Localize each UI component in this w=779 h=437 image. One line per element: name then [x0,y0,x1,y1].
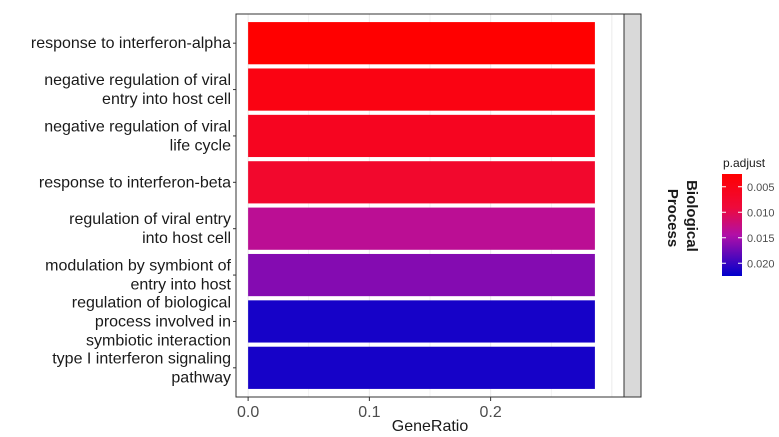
category-label: regulation of viral entry into host cell [69,211,231,247]
bars [248,22,595,389]
category-label: negative regulation of viral entry into h… [44,72,231,108]
category-label-line: regulation of viral entry [69,211,231,228]
y-axis-labels: response to interferon-alpha negative reg… [31,35,236,386]
legend-tick-label: 0.015 [747,233,775,245]
bar [248,68,595,111]
bar [248,114,595,158]
category-label-line: response to interferon-alpha [31,35,231,52]
x-tick-label: 0.1 [358,404,380,421]
legend-tick-label: 0.020 [747,258,775,270]
facet-strip-line-1: Biological [683,180,700,252]
category-label-line: life cycle [170,137,231,154]
category-label-line: entry into host [131,277,232,294]
x-tick-label: 0.0 [237,404,259,421]
category-label-line: symbiotic interaction [86,332,231,349]
category-label-line: type I interferon signaling [52,350,231,367]
bar [248,346,595,389]
bar [248,300,595,343]
legend: p.adjust 0.005 0.010 0.015 0.020 [722,156,775,276]
category-label-line: process involved in [95,313,231,330]
bar [248,161,595,204]
legend-colorbar [722,174,742,276]
bar [248,207,595,250]
category-label-line: negative regulation of viral [44,118,231,135]
category-label-line: into host cell [142,230,231,247]
facet-strip-label: Biological Process [664,180,700,256]
legend-tick-label: 0.005 [747,182,775,194]
category-label: type I interferon signaling pathway [52,350,231,386]
category-label-line: modulation by symbiont of [45,258,231,275]
legend-ticks: 0.005 0.010 0.015 0.020 [722,182,775,270]
bar [248,22,595,65]
facet-strip-line-2: Process [664,189,681,247]
x-axis-title: GeneRatio [392,418,469,435]
facet-strip [623,13,642,398]
category-label-line: regulation of biological [72,294,231,311]
category-label-line: entry into host cell [102,91,231,108]
x-tick-label: 0.2 [480,404,502,421]
bar [248,253,595,297]
category-label: response to interferon-beta [39,174,231,191]
category-label-line: negative regulation of viral [44,72,231,89]
category-label-line: response to interferon-beta [39,174,231,191]
category-label: modulation by symbiont of entry into host [45,258,231,294]
legend-tick-label: 0.010 [747,207,775,219]
category-label: regulation of biological process involved… [72,294,231,349]
x-axis: 0.0 0.1 0.2 [237,397,502,421]
legend-title: p.adjust [723,156,766,170]
category-label: response to interferon-alpha [31,35,231,52]
category-label: negative regulation of viral life cycle [44,118,231,154]
category-label-line: pathway [171,369,231,386]
